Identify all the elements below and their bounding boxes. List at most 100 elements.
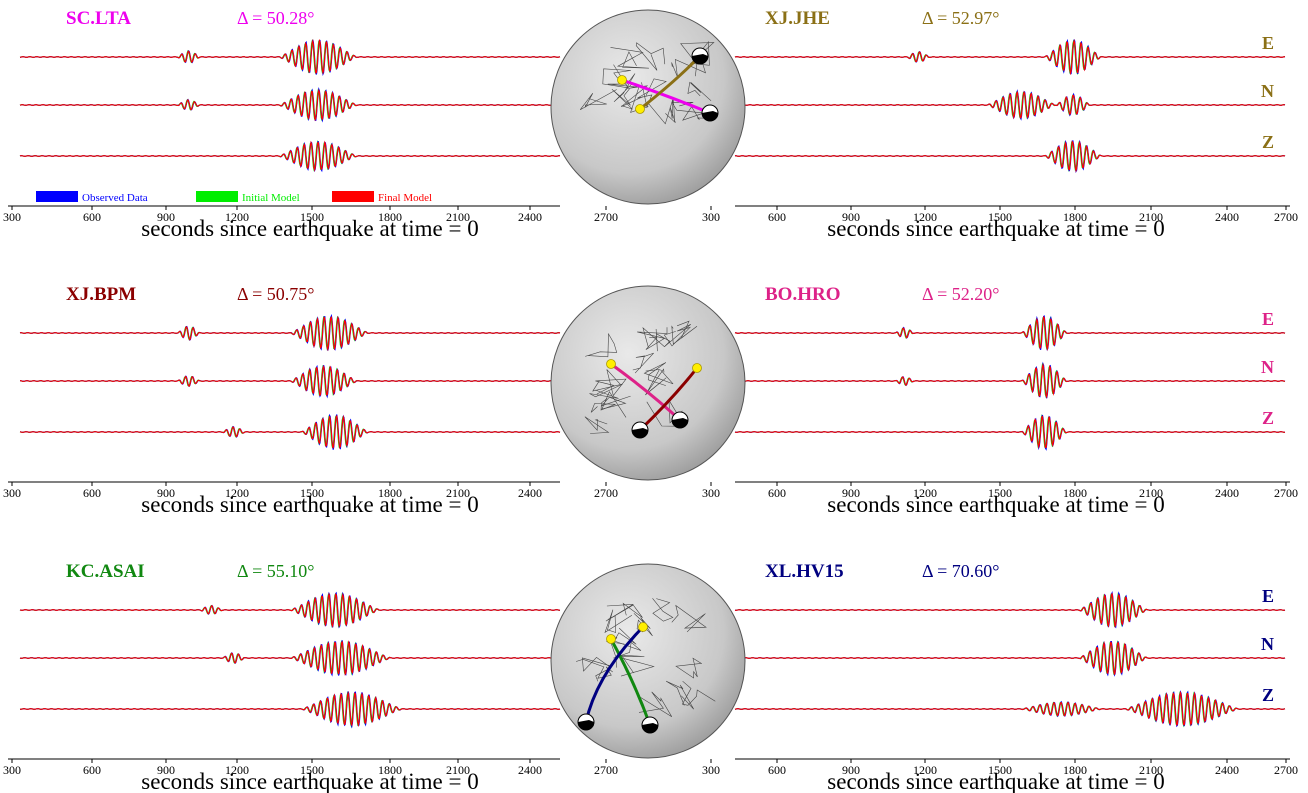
tick-label: 2700	[1274, 763, 1298, 777]
series-final-model	[19, 88, 560, 122]
series-final-model	[734, 415, 1286, 449]
series-final-model	[19, 414, 561, 450]
component-label: N	[1261, 357, 1274, 377]
tick-label: 600	[768, 486, 786, 500]
trace-n	[19, 87, 561, 123]
legend-label: Observed Data	[82, 192, 148, 204]
station-marker	[617, 75, 627, 85]
border-line	[633, 613, 653, 637]
border-line	[595, 369, 627, 397]
tick-label: 2400	[518, 210, 542, 224]
ray-path	[638, 367, 699, 432]
tick-label: 2700	[594, 763, 618, 777]
border-line	[645, 368, 667, 396]
border-line	[607, 73, 638, 103]
border-line	[687, 81, 712, 102]
tick-label: 1800	[378, 486, 402, 500]
tick-label: 600	[83, 763, 101, 777]
tick-label: 300	[3, 763, 21, 777]
tick-label: 1500	[300, 763, 324, 777]
station-marker	[638, 622, 648, 632]
tick-label: 1800	[1063, 763, 1087, 777]
border-line	[610, 47, 649, 69]
ray-path	[621, 78, 711, 115]
border-line	[647, 98, 676, 125]
panel-kc-asai: KC.ASAI Δ = 55.10° 300 600 900 1200 1500 1800 21…	[3, 561, 618, 793]
tick-label: 2400	[518, 486, 542, 500]
beachball-icon	[641, 716, 659, 734]
trace-e	[734, 315, 1286, 352]
border-line	[579, 89, 617, 110]
tick-label: 2400	[1215, 486, 1239, 500]
tick-label: 2400	[1215, 210, 1239, 224]
panel-xl-hv15: XL.HV15 Δ = 70.60° E N Z 300 600 900 1200 1500 180…	[702, 561, 1298, 793]
legend-label: Final Model	[378, 192, 432, 204]
legend-item: Observed Data	[36, 191, 148, 204]
series-final-model	[735, 641, 1286, 675]
ray-path	[609, 638, 652, 726]
x-axis: 300 600 900 1200 1500 1800 2100 2400 2700 seconds…	[702, 758, 1298, 793]
tick-label: 300	[702, 210, 720, 224]
border-line	[611, 88, 633, 110]
series-final-model	[19, 140, 561, 172]
border-line	[605, 602, 643, 622]
x-axis: 300 600 900 1200 1500 1800 2100 2400 2700 seconds…	[3, 205, 618, 241]
globe	[550, 563, 746, 759]
panel-xj-jhe: XJ.JHE Δ = 52.97° E N Z 300 600 900 1200 1500 1800…	[702, 8, 1298, 241]
series-final-model	[19, 640, 560, 676]
component-label: E	[1262, 586, 1274, 606]
border-line	[671, 604, 707, 633]
series-final-model	[734, 690, 1286, 727]
beachball-icon	[701, 104, 719, 122]
trace-z	[734, 139, 1286, 174]
legend-item: Initial Model	[196, 191, 300, 204]
legend-label: Initial Model	[242, 192, 300, 204]
beachball-icon	[691, 47, 709, 65]
border-line	[638, 691, 673, 718]
trace-n	[20, 364, 561, 399]
tick-label: 1200	[225, 210, 249, 224]
component-label: N	[1261, 81, 1274, 101]
trace-z	[734, 414, 1286, 451]
x-axis-label: seconds since earthquake at time = 0	[827, 216, 1164, 241]
trace-n	[19, 639, 561, 677]
tick-label: 2100	[446, 763, 470, 777]
border-line	[576, 658, 613, 679]
series-final-model	[19, 315, 561, 352]
station-marker	[635, 104, 645, 114]
tick-label: 1500	[988, 763, 1012, 777]
station-label: SC.LTA	[66, 8, 131, 29]
station-marker	[606, 359, 616, 369]
tick-label: 900	[157, 763, 175, 777]
border-line	[590, 398, 616, 413]
tick-label: 2700	[594, 486, 618, 500]
border-line	[675, 657, 703, 679]
component-label: Z	[1262, 685, 1274, 705]
border-line	[637, 78, 667, 109]
tick-label: 1200	[225, 486, 249, 500]
tick-label: 300	[3, 210, 21, 224]
globe	[550, 285, 746, 481]
distance-label: Δ = 52.20°	[922, 284, 999, 304]
border-line	[632, 352, 654, 374]
series-final-model	[734, 315, 1286, 352]
tick-label: 1200	[913, 486, 937, 500]
distance-label: Δ = 50.75°	[237, 284, 314, 304]
tick-label: 600	[83, 486, 101, 500]
trace-n	[734, 361, 1286, 399]
tick-label: 900	[157, 210, 175, 224]
beachball-icon	[631, 421, 649, 439]
border-line	[617, 654, 655, 677]
tick-label: 900	[842, 486, 860, 500]
tick-label: 600	[768, 763, 786, 777]
border-line	[643, 362, 674, 386]
distance-label: Δ = 50.28°	[237, 8, 314, 28]
border-line	[663, 324, 692, 347]
legend: Observed Data Initial Model Final Model	[36, 191, 432, 204]
tick-label: 2100	[446, 486, 470, 500]
trace-z	[19, 413, 561, 450]
beachball-icon	[577, 713, 595, 731]
trace-z	[19, 140, 561, 173]
border-line	[665, 680, 694, 710]
